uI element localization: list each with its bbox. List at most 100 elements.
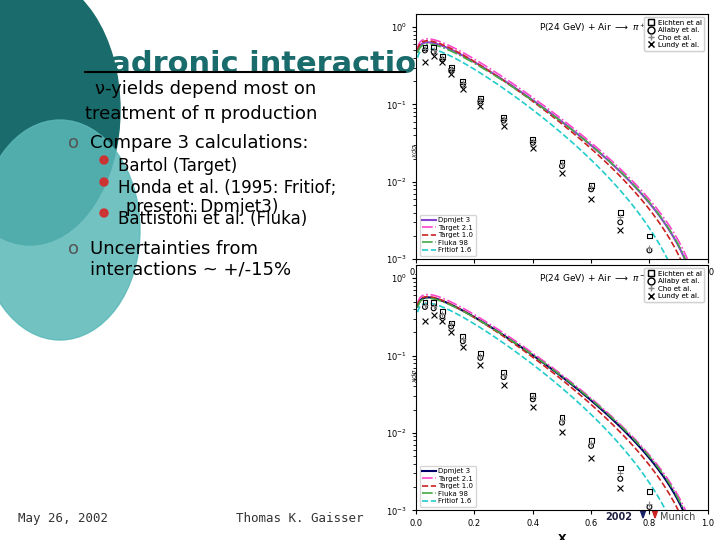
Polygon shape bbox=[636, 498, 650, 518]
Point bbox=[446, 63, 457, 72]
Point bbox=[615, 208, 626, 217]
Point bbox=[585, 183, 597, 192]
Fritiof 1.6 bbox=[659, 247, 667, 254]
Text: $\frac{x d\sigma}{\sigma dp}$: $\frac{x d\sigma}{\sigma dp}$ bbox=[410, 367, 429, 382]
Point bbox=[474, 349, 486, 358]
Point bbox=[557, 418, 568, 427]
Point bbox=[436, 58, 448, 67]
Fritiof 1.6 bbox=[592, 161, 600, 168]
Target 1.0 bbox=[587, 401, 595, 408]
Point bbox=[419, 43, 431, 51]
Point bbox=[557, 158, 568, 166]
Point bbox=[527, 395, 539, 403]
Text: Munich: Munich bbox=[660, 512, 696, 522]
Line: Fluka 98: Fluka 98 bbox=[418, 298, 708, 540]
Target 2.1 bbox=[413, 300, 422, 307]
Point bbox=[527, 138, 539, 147]
Point bbox=[436, 309, 448, 318]
Target 2.1 bbox=[586, 394, 595, 401]
Dpmjet 3 bbox=[586, 396, 595, 403]
Fluka 98 bbox=[424, 41, 433, 48]
Text: ν-yields depend most on: ν-yields depend most on bbox=[95, 80, 316, 98]
Point bbox=[474, 102, 486, 111]
Target 2.1 bbox=[678, 499, 686, 505]
Dpmjet 3 bbox=[592, 146, 600, 153]
Target 2.1 bbox=[592, 144, 600, 150]
Text: Hadronic interactions: Hadronic interactions bbox=[85, 50, 456, 79]
Point bbox=[446, 328, 457, 336]
Point bbox=[644, 246, 655, 255]
Point bbox=[585, 181, 597, 190]
Point bbox=[446, 319, 457, 327]
Target 2.1 bbox=[659, 469, 667, 476]
Dpmjet 3 bbox=[678, 504, 686, 510]
Point bbox=[498, 116, 510, 125]
Dpmjet 3 bbox=[592, 402, 600, 408]
Point bbox=[585, 195, 597, 204]
Point bbox=[644, 259, 655, 267]
Point bbox=[474, 94, 486, 103]
Text: Neutrino
2002: Neutrino 2002 bbox=[605, 501, 653, 522]
Point bbox=[527, 391, 539, 400]
Point bbox=[527, 144, 539, 153]
Point bbox=[419, 45, 431, 53]
Fritiof 1.6 bbox=[587, 157, 595, 163]
Point bbox=[419, 46, 431, 55]
Text: Uncertainties from: Uncertainties from bbox=[90, 240, 258, 258]
Point bbox=[644, 244, 655, 252]
Fluka 98 bbox=[413, 50, 422, 57]
Target 1.0 bbox=[678, 514, 686, 521]
Target 1.0 bbox=[413, 46, 422, 53]
Target 1.0 bbox=[587, 146, 595, 152]
Point bbox=[527, 137, 539, 145]
Dpmjet 3 bbox=[586, 141, 595, 148]
Target 1.0 bbox=[659, 481, 667, 488]
Target 2.1 bbox=[414, 297, 423, 303]
Fritiof 1.6 bbox=[586, 156, 595, 163]
Point bbox=[474, 351, 486, 360]
Point bbox=[474, 96, 486, 104]
Point bbox=[436, 316, 448, 325]
Text: o: o bbox=[68, 134, 79, 152]
Point bbox=[557, 160, 568, 168]
Target 2.1 bbox=[423, 291, 432, 298]
Point bbox=[527, 403, 539, 411]
Fritiof 1.6 bbox=[587, 411, 595, 418]
Legend: Dpmjet 3, Target 2.1, Target 1.0, Fluka 98, Fritiof 1.6: Dpmjet 3, Target 2.1, Target 1.0, Fluka … bbox=[420, 465, 476, 507]
Target 1.0 bbox=[423, 293, 432, 300]
Point bbox=[557, 168, 568, 177]
Text: o: o bbox=[68, 240, 79, 258]
Line: Target 1.0: Target 1.0 bbox=[418, 296, 708, 540]
Line: Fritiof 1.6: Fritiof 1.6 bbox=[418, 49, 708, 540]
Point bbox=[428, 52, 439, 60]
Text: Bartol (Target): Bartol (Target) bbox=[118, 157, 238, 175]
Text: Battistoni et al. (Fluka): Battistoni et al. (Fluka) bbox=[118, 210, 307, 228]
Line: Dpmjet 3: Dpmjet 3 bbox=[418, 298, 708, 540]
Point bbox=[673, 522, 685, 531]
Target 2.1 bbox=[592, 400, 600, 406]
Point bbox=[436, 312, 448, 321]
Point bbox=[428, 304, 439, 313]
Point bbox=[474, 361, 486, 369]
Point bbox=[615, 218, 626, 227]
Dpmjet 3 bbox=[414, 300, 423, 307]
Target 2.1 bbox=[678, 244, 686, 250]
Point bbox=[446, 64, 457, 73]
Point bbox=[446, 69, 457, 78]
Text: Honda et al. (1995: Fritiof;: Honda et al. (1995: Fritiof; bbox=[118, 179, 336, 197]
Text: interactions ~ +/-15%: interactions ~ +/-15% bbox=[90, 260, 291, 278]
Dpmjet 3 bbox=[659, 218, 667, 224]
Fritiof 1.6 bbox=[592, 416, 600, 423]
Text: P(24 GeV) + Air $\longrightarrow$ $\pi^+$: P(24 GeV) + Air $\longrightarrow$ $\pi^+… bbox=[539, 21, 645, 33]
Point bbox=[457, 77, 469, 85]
Target 1.0 bbox=[678, 258, 686, 265]
Circle shape bbox=[100, 209, 108, 217]
Line: Target 2.1: Target 2.1 bbox=[418, 39, 708, 540]
Fluka 98 bbox=[659, 471, 667, 477]
Fluka 98 bbox=[659, 217, 667, 224]
Fluka 98 bbox=[424, 295, 433, 301]
Fluka 98 bbox=[413, 304, 422, 310]
Dpmjet 3 bbox=[424, 39, 433, 45]
Text: $\frac{x d\sigma}{\sigma dp}$: $\frac{x d\sigma}{\sigma dp}$ bbox=[410, 143, 429, 158]
Point bbox=[436, 52, 448, 60]
